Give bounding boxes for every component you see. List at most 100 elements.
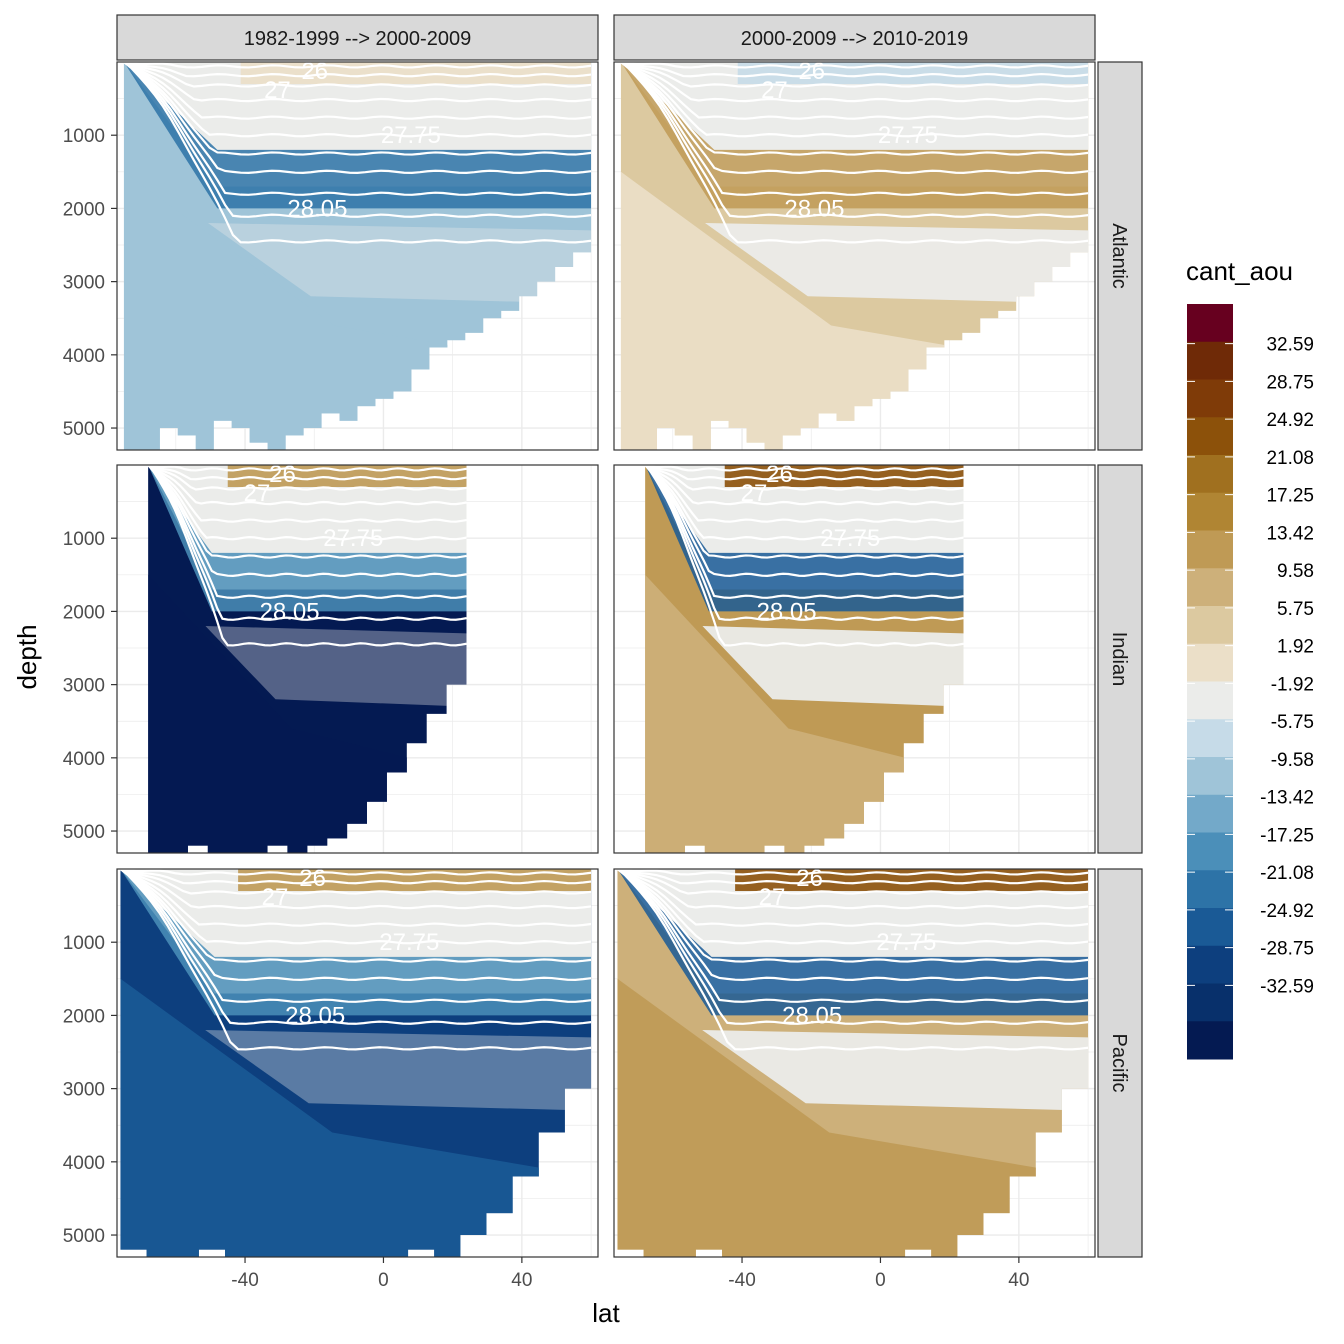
- legend-swatch: [1187, 341, 1233, 380]
- legend-swatch: [1187, 794, 1233, 833]
- x-tick-label: -40: [231, 1270, 258, 1291]
- isopycnal-label: 27: [244, 480, 271, 507]
- y-tick-label: 4000: [63, 1153, 105, 1174]
- legend-swatch: [1187, 492, 1233, 531]
- isopycnal-line: [123, 62, 592, 138]
- row-strip: [1097, 868, 1143, 1258]
- isopycnal-label: 28.05: [260, 598, 320, 625]
- isopycnal-line: [645, 465, 964, 541]
- legend-label: 24.92: [1266, 410, 1314, 431]
- column-strip-label: 2000-2009 --> 2010-2019: [741, 28, 968, 50]
- y-tick-label: 5000: [63, 822, 105, 843]
- legend-label: -13.42: [1260, 788, 1314, 809]
- isopycnal-label: 28.05: [784, 195, 844, 222]
- legend-swatch: [1187, 530, 1233, 569]
- legend-swatch: [1187, 455, 1233, 494]
- legend-swatch: [1187, 568, 1233, 607]
- legend-label: -21.08: [1260, 863, 1314, 884]
- legend-title: cant_aou: [1186, 256, 1293, 286]
- legend-swatch: [1187, 304, 1233, 343]
- isopycnal-line: [645, 465, 964, 491]
- y-tick-label: 1000: [63, 529, 105, 550]
- y-tick-label: 3000: [63, 676, 105, 697]
- legend-swatch: [1187, 643, 1233, 682]
- panel-border: [613, 868, 1096, 1258]
- isopycnal-label: 27: [741, 480, 768, 507]
- isopycnal-label: 26: [301, 58, 328, 85]
- isopycnal-line: [620, 62, 1089, 156]
- surface-layer: [724, 465, 964, 487]
- panels-layer: 262727.7528.05262727.7528.05262727.7528.…: [116, 58, 1096, 1258]
- y-tick-label: 1000: [63, 933, 105, 954]
- legend-label: 21.08: [1266, 448, 1314, 469]
- isopycnal-line: [148, 465, 467, 472]
- isopycnal-line: [645, 465, 964, 599]
- isopycnal-label: 28.05: [782, 1002, 842, 1029]
- surface-layer: [240, 62, 592, 84]
- surface-layer: [238, 869, 592, 891]
- legend-swatch: [1187, 417, 1233, 456]
- isopycnal-label: 26: [798, 58, 825, 85]
- legend-label: -32.59: [1260, 976, 1314, 997]
- legend-label: -24.92: [1260, 901, 1314, 922]
- panel-pacific-1: 26 27 27.75 28.05: [117, 865, 598, 1257]
- isopycnal-line: [645, 465, 964, 621]
- isopycnal-label: 27.75: [381, 122, 441, 149]
- isopycnal-label: 27.75: [878, 122, 938, 149]
- isopycnal-line: [120, 869, 592, 876]
- isopycnal-line: [620, 62, 1089, 174]
- legend-swatch: [1187, 379, 1233, 418]
- isopycnal-line: [148, 465, 467, 491]
- isopycnal-line: [645, 465, 964, 577]
- y-tick-label: 2000: [63, 602, 105, 623]
- legend-label: 5.75: [1277, 599, 1314, 620]
- isopycnal-line: [620, 62, 1089, 88]
- legend-swatch: [1187, 1021, 1233, 1060]
- isopycnal-line: [123, 62, 592, 196]
- isopycnal-line: [645, 465, 964, 481]
- isopycnal-line: [120, 869, 592, 945]
- isopycnal-label: 27.75: [379, 929, 439, 956]
- legend-label: 17.25: [1266, 486, 1314, 507]
- isopycnal-label: 28.05: [757, 598, 817, 625]
- isopycnal-line: [123, 62, 592, 156]
- y-tick-label: 5000: [63, 419, 105, 440]
- isopycnal-line: [620, 62, 1089, 196]
- y-tick-label: 3000: [63, 273, 105, 294]
- x-axis-title: lat: [592, 1298, 620, 1328]
- panel-pacific-2: 26 27 27.75 28.05: [614, 869, 1095, 1257]
- panel-border: [116, 61, 599, 451]
- panel-border: [116, 464, 599, 854]
- isopycnal-line: [120, 869, 592, 910]
- legend-label: 28.75: [1266, 372, 1314, 393]
- panel-atlantic-1: 26 27 27.75 28.05: [117, 58, 598, 450]
- column-strip-label: 1982-1999 --> 2000-2009: [244, 28, 471, 50]
- legend-label: -28.75: [1260, 939, 1314, 960]
- isopycnal-line: [645, 465, 964, 559]
- column-strip: [613, 14, 1096, 61]
- isopycnal-line: [617, 869, 1089, 981]
- legend-swatch: [1187, 908, 1233, 947]
- y-tick-label: 2000: [63, 1006, 105, 1027]
- x-tick-label: 0: [378, 1270, 389, 1291]
- isopycnal-line: [617, 869, 1089, 1003]
- isopycnal-line: [148, 465, 467, 481]
- surface-layer: [227, 465, 467, 487]
- isopycnal-line: [645, 465, 964, 523]
- isopycnal-label: 28.05: [287, 195, 347, 222]
- isopycnal-line: [617, 869, 1089, 945]
- legend-swatch: [1187, 870, 1233, 909]
- isopycnal-line: [120, 869, 592, 895]
- isopycnal-line: [123, 62, 592, 174]
- panel-border: [116, 868, 599, 1258]
- y-tick-label: 2000: [63, 199, 105, 220]
- isopycnal-line: [617, 869, 1089, 876]
- legend-label: -17.25: [1260, 825, 1314, 846]
- isopycnal-line: [148, 465, 467, 647]
- legend-label: -1.92: [1271, 674, 1314, 695]
- y-axis-title: depth: [12, 624, 42, 689]
- isopycnal-label: 27.75: [323, 525, 383, 552]
- legend-swatch: [1187, 606, 1233, 645]
- isopycnal-label: 26: [299, 865, 326, 892]
